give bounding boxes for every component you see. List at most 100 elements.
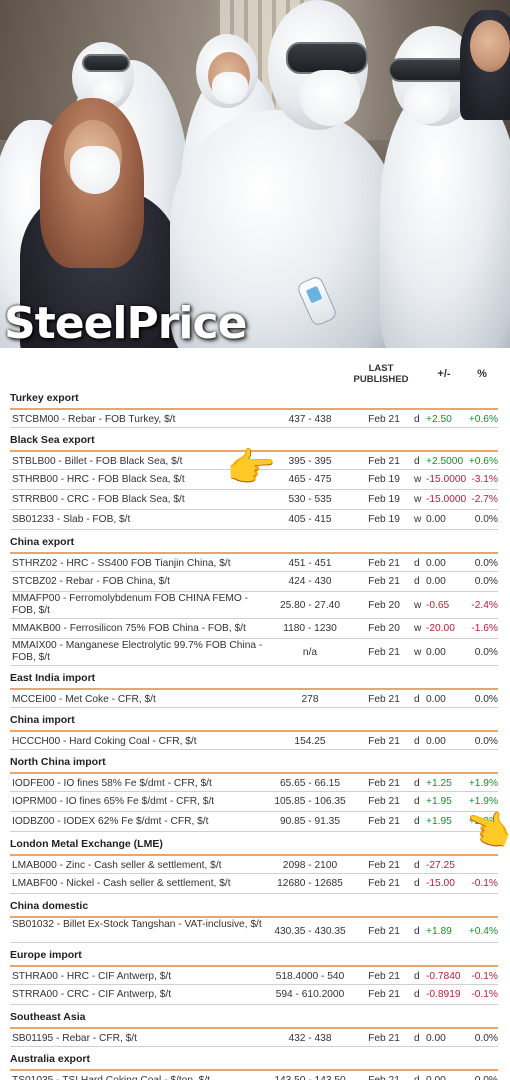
table-row: STRRB00 - CRC - FOB Black Sea, $/t 530 - … bbox=[10, 490, 498, 510]
row-date: Feb 21 bbox=[368, 414, 400, 425]
row-price-range: 424 - 430 bbox=[288, 576, 332, 587]
brand-title: SteelPrice bbox=[4, 298, 247, 348]
row-change: -27.25 bbox=[426, 860, 455, 871]
row-change: +2.5000 bbox=[426, 456, 464, 467]
row-change: +2.50 bbox=[426, 414, 452, 425]
row-percent: 0.0% bbox=[474, 736, 498, 747]
row-name: HCCCH00 - Hard Coking Coal - CFR, $/t bbox=[12, 736, 197, 747]
row-frequency: d bbox=[414, 414, 420, 425]
row-frequency: d bbox=[414, 558, 420, 569]
row-frequency: d bbox=[414, 860, 420, 871]
row-date: Feb 21 bbox=[368, 796, 400, 807]
goggles bbox=[388, 58, 472, 82]
face-mask bbox=[70, 146, 120, 194]
column-header-last-published: LAST PUBLISHED bbox=[350, 363, 412, 385]
row-percent: -3.1% bbox=[471, 474, 498, 485]
row-percent: +1.9% bbox=[468, 796, 498, 807]
table-row: SB01233 - Slab - FOB, $/t 405 - 415 Feb 19… bbox=[10, 510, 498, 530]
row-name: LMABF00 - Nickel - Cash seller & settlem… bbox=[12, 878, 231, 889]
row-date: Feb 19 bbox=[368, 474, 400, 485]
row-name: STCBM00 - Rebar - FOB Turkey, $/t bbox=[12, 414, 176, 425]
row-frequency: w bbox=[414, 514, 422, 525]
row-frequency: w bbox=[414, 494, 422, 505]
row-percent: 0.0% bbox=[474, 647, 498, 658]
row-percent: -1.6% bbox=[471, 623, 498, 634]
row-change: 0.00 bbox=[426, 694, 446, 705]
row-frequency: d bbox=[414, 736, 420, 747]
row-name: SB01195 - Rebar - CFR, $/t bbox=[12, 1033, 137, 1044]
row-percent: 0.0% bbox=[474, 514, 498, 525]
row-percent: 0.0% bbox=[474, 558, 498, 569]
row-frequency: d bbox=[414, 456, 420, 467]
row-date: Feb 19 bbox=[368, 494, 400, 505]
row-price-range: 143.50 - 143.50 bbox=[265, 1075, 355, 1080]
row-percent: 0.0% bbox=[474, 1033, 498, 1044]
row-name: STRRA00 - CRC - CIF Antwerp, $/t bbox=[12, 989, 172, 1000]
row-price-range: 430.35 - 430.35 bbox=[274, 926, 346, 937]
table-row: LMABF00 - Nickel - Cash seller & settlem… bbox=[10, 874, 498, 894]
table-row: LMAB000 - Zinc - Cash seller & settlemen… bbox=[10, 854, 498, 874]
hero-photo: SteelPrice bbox=[0, 0, 510, 348]
section-title: Australia export bbox=[10, 1053, 90, 1065]
row-date: Feb 21 bbox=[368, 1033, 400, 1044]
column-header-published: PUBLISHED bbox=[353, 374, 409, 385]
section-title: Turkey export bbox=[10, 392, 79, 404]
table-row: MMAFP00 - Ferromolybdenum FOB CHINA FEMO… bbox=[10, 592, 498, 619]
row-frequency: w bbox=[414, 623, 422, 634]
person-figure bbox=[170, 110, 400, 348]
row-price-range: 518.4000 - 540 bbox=[275, 971, 345, 982]
row-price-range: 530 - 535 bbox=[288, 494, 332, 505]
table-row: STHRB00 - HRC - FOB Black Sea, $/t 465 - … bbox=[10, 470, 498, 490]
row-date: Feb 21 bbox=[360, 1075, 408, 1080]
row-name: STHRB00 - HRC - FOB Black Sea, $/t bbox=[12, 474, 185, 485]
row-frequency: w bbox=[414, 600, 422, 611]
person-face bbox=[470, 20, 510, 72]
row-name: SB01032 - Billet Ex-Stock Tangshan - VAT… bbox=[12, 919, 262, 930]
section-title: London Metal Exchange (LME) bbox=[10, 838, 163, 850]
row-change: +1.89 bbox=[426, 926, 452, 937]
face-mask bbox=[212, 72, 248, 104]
row-name: MMAKB00 - Ferrosilicon 75% FOB China - F… bbox=[12, 623, 246, 634]
section-title: China import bbox=[10, 714, 75, 726]
row-price-range: 90.85 - 91.35 bbox=[279, 816, 341, 827]
row-percent: 0.0% bbox=[474, 694, 498, 705]
row-name: STHRZ02 - HRC - SS400 FOB Tianjin China,… bbox=[12, 558, 231, 569]
row-frequency: d bbox=[414, 926, 420, 937]
row-name: IODFE00 - IO fines 58% Fe $/dmt - CFR, $… bbox=[12, 778, 212, 789]
section-title: China export bbox=[10, 536, 75, 548]
row-change: -0.65 bbox=[426, 600, 450, 611]
table-row: TS01035 - TSI Hard Coking Coal - $/ton, … bbox=[10, 1069, 498, 1080]
row-frequency: d bbox=[414, 878, 420, 889]
row-frequency: d bbox=[414, 796, 420, 807]
row-price-range: 405 - 415 bbox=[288, 514, 332, 525]
row-date: Feb 19 bbox=[368, 514, 400, 525]
table-row: STRRA00 - CRC - CIF Antwerp, $/t 594 - 61… bbox=[10, 985, 498, 1005]
row-change: -20.00 bbox=[426, 623, 455, 634]
row-date: Feb 21 bbox=[368, 926, 400, 937]
row-name: MCCEI00 - Met Coke - CFR, $/t bbox=[12, 694, 156, 705]
row-frequency: d bbox=[414, 694, 420, 705]
row-price-range: 12680 - 12685 bbox=[277, 878, 343, 889]
row-date: Feb 20 bbox=[368, 623, 400, 634]
table-row: MMAKB00 - Ferrosilicon 75% FOB China - F… bbox=[10, 619, 498, 639]
row-price-range: 437 - 438 bbox=[288, 414, 332, 425]
row-price-range: 432 - 438 bbox=[288, 1033, 332, 1044]
row-date: Feb 21 bbox=[368, 778, 400, 789]
row-change: 0.00 bbox=[426, 514, 446, 525]
row-date: Feb 21 bbox=[368, 694, 400, 705]
row-date: Feb 21 bbox=[368, 576, 400, 587]
row-date: Feb 21 bbox=[368, 456, 400, 467]
row-percent: +0.4% bbox=[468, 926, 498, 937]
row-frequency: w bbox=[414, 474, 422, 485]
table-row: SB01032 - Billet Ex-Stock Tangshan - VAT… bbox=[10, 916, 498, 943]
table-row: STCBZ02 - Rebar - FOB China, $/t 424 - 43… bbox=[10, 572, 498, 592]
table-row: IODFE00 - IO fines 58% Fe $/dmt - CFR, $… bbox=[10, 772, 498, 792]
table-row: MMAIX00 - Manganese Electrolytic 99.7% F… bbox=[10, 639, 498, 666]
table-row: STHRZ02 - HRC - SS400 FOB Tianjin China,… bbox=[10, 552, 498, 572]
row-date: Feb 21 bbox=[368, 860, 400, 871]
row-percent: +0.6% bbox=[468, 456, 498, 467]
row-price-range: 594 - 610.2000 bbox=[275, 989, 345, 1000]
row-price-range: 2098 - 2100 bbox=[282, 860, 338, 871]
row-date: Feb 21 bbox=[368, 647, 400, 658]
row-percent: 0.0% bbox=[474, 576, 498, 587]
